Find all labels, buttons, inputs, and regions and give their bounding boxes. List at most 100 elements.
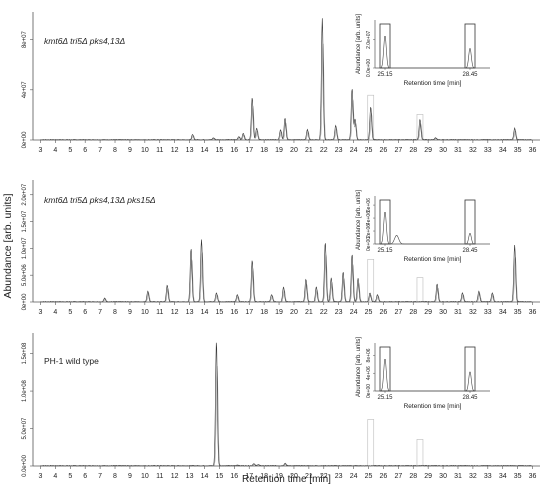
inset-y-tick-label: 4e+06 — [366, 366, 372, 380]
x-tick-label: 16 — [230, 309, 238, 316]
y-tick-label: 4e+07 — [22, 81, 28, 99]
x-tick-label: 14 — [201, 473, 209, 480]
panel-2: 3 4 5 6 7 8 9 10 11 12 13 14 15 16 17 18 19 20 21 22 23 24 25 2… — [22, 180, 540, 316]
inset-y-tick-label: 4e+06 — [366, 211, 372, 225]
y-tick-label: 8e+07 — [22, 31, 28, 49]
y-tick-label: 5.0e+06 — [22, 264, 28, 287]
inset-y-tick-label: 0e+00 — [366, 237, 372, 251]
x-tick-label: 24 — [350, 147, 358, 154]
inset-highlight-box — [379, 199, 391, 245]
x-tick-label: 4 — [53, 473, 57, 480]
x-tick-label: 9 — [128, 309, 132, 316]
y-tick-label: 1.5e+07 — [22, 210, 28, 233]
x-tick-label: 3 — [39, 473, 43, 480]
inset-y-tick-label: 0.0e+00 — [366, 59, 372, 77]
highlight-box — [367, 419, 375, 467]
trace-replicate-dark — [40, 342, 533, 467]
y-tick-label: 0.0e+00 — [22, 454, 28, 477]
y-tick-label: 1.5e+08 — [22, 342, 28, 365]
x-tick-label: 13 — [186, 309, 194, 316]
panel-title: PH-1 wild type — [44, 356, 99, 366]
x-tick-label: 29 — [424, 473, 432, 480]
x-tick-label: 29 — [424, 147, 432, 154]
x-tick-label: 17 — [245, 147, 253, 154]
inset-y-label: Abundance [arb. units] — [356, 14, 362, 74]
x-tick-label: 12 — [171, 473, 179, 480]
inset-highlight-box — [379, 346, 391, 392]
inset-x-tick-label: 25.15 — [377, 248, 393, 254]
x-tick-label: 6 — [83, 147, 87, 154]
x-tick-label: 36 — [529, 309, 537, 316]
x-tick-label: 12 — [171, 147, 179, 154]
x-tick-label: 6 — [83, 309, 87, 316]
x-tick-label: 5 — [68, 473, 72, 480]
panels: 3 4 5 6 7 8 9 10 11 12 13 14 15 16 17 18 19 20 21 22 23 24 25 2… — [22, 12, 540, 485]
x-tick-label: 5 — [68, 309, 72, 316]
inset-highlight-box — [379, 23, 391, 69]
x-tick-label: 7 — [98, 147, 102, 154]
x-tick-label: 25 — [365, 473, 373, 480]
x-tick-label: 31 — [454, 473, 462, 480]
x-tick-label: 31 — [454, 309, 462, 316]
x-tick-label: 18 — [260, 309, 268, 316]
x-tick-label: 36 — [529, 473, 537, 480]
inset-highlight-box — [464, 199, 476, 245]
x-tick-label: 21 — [305, 309, 313, 316]
x-tick-label: 20 — [290, 147, 298, 154]
inset-x-tick-label: 28.45 — [462, 248, 478, 254]
inset-x-label: Retention time [min] — [404, 256, 462, 263]
x-tick-label: 26 — [380, 473, 388, 480]
x-tick-label: 11 — [156, 309, 163, 316]
x-tick-label: 32 — [469, 147, 477, 154]
highlight-box — [367, 258, 375, 303]
x-tick-label: 4 — [53, 309, 57, 316]
x-tick-label: 30 — [439, 473, 447, 480]
x-tick-label: 13 — [186, 473, 194, 480]
y-tick-label: 1.0e+08 — [22, 379, 28, 402]
x-tick-label: 8 — [113, 309, 117, 316]
x-tick-label: 17 — [245, 309, 253, 316]
x-tick-label: 31 — [454, 147, 462, 154]
inset-y-tick-label: 2.0e+07 — [366, 30, 372, 48]
inset-3: 0e+00 4e+06 8e+06 Abundance [arb. units] 25.… — [356, 337, 490, 410]
trace-replicate-dark — [40, 239, 533, 303]
y-tick-label: 0e+00 — [22, 293, 28, 311]
x-tick-label: 23 — [335, 309, 343, 316]
x-tick-label: 6 — [83, 473, 87, 480]
x-tick-label: 33 — [484, 309, 492, 316]
x-tick-label: 34 — [499, 473, 507, 480]
x-tick-label: 32 — [469, 473, 477, 480]
highlight-box — [416, 439, 424, 467]
inset-1: 0.0e+00 2.0e+07 Abundance [arb. units] 25.1… — [356, 14, 490, 87]
y-tick-label: 2.0e+07 — [22, 183, 28, 206]
x-tick-label: 14 — [201, 309, 209, 316]
x-tick-label: 13 — [186, 147, 194, 154]
x-tick-label: 16 — [230, 473, 238, 480]
inset-y-label: Abundance [arb. units] — [356, 337, 362, 397]
x-tick-label: 26 — [380, 309, 388, 316]
inset-x-label: Retention time [min] — [404, 80, 462, 87]
inset-trace — [380, 359, 475, 392]
x-tick-label: 15 — [215, 147, 223, 154]
highlight-box — [367, 94, 375, 141]
y-tick-label: 1.0e+07 — [22, 237, 28, 260]
x-tick-label: 3 — [39, 147, 43, 154]
inset-trace — [380, 212, 474, 245]
x-tick-label: 21 — [305, 473, 313, 480]
x-tick-label: 28 — [409, 147, 417, 154]
inset-highlight-box — [464, 346, 476, 392]
x-tick-label: 18 — [260, 473, 268, 480]
x-tick-label: 11 — [156, 473, 163, 480]
x-tick-label: 9 — [128, 473, 132, 480]
x-tick-label: 28 — [409, 473, 417, 480]
x-tick-label: 34 — [499, 309, 507, 316]
x-tick-label: 30 — [439, 147, 447, 154]
x-tick-label: 24 — [350, 473, 358, 480]
x-tick-label: 29 — [424, 309, 432, 316]
x-tick-label: 26 — [380, 147, 388, 154]
y-tick-label: 5.0e+07 — [22, 417, 28, 440]
x-tick-label: 33 — [484, 473, 492, 480]
trace-replicate-light — [40, 43, 533, 141]
x-tick-label: 17 — [245, 473, 253, 480]
inset-y-tick-label: 2e+06 — [366, 224, 372, 238]
